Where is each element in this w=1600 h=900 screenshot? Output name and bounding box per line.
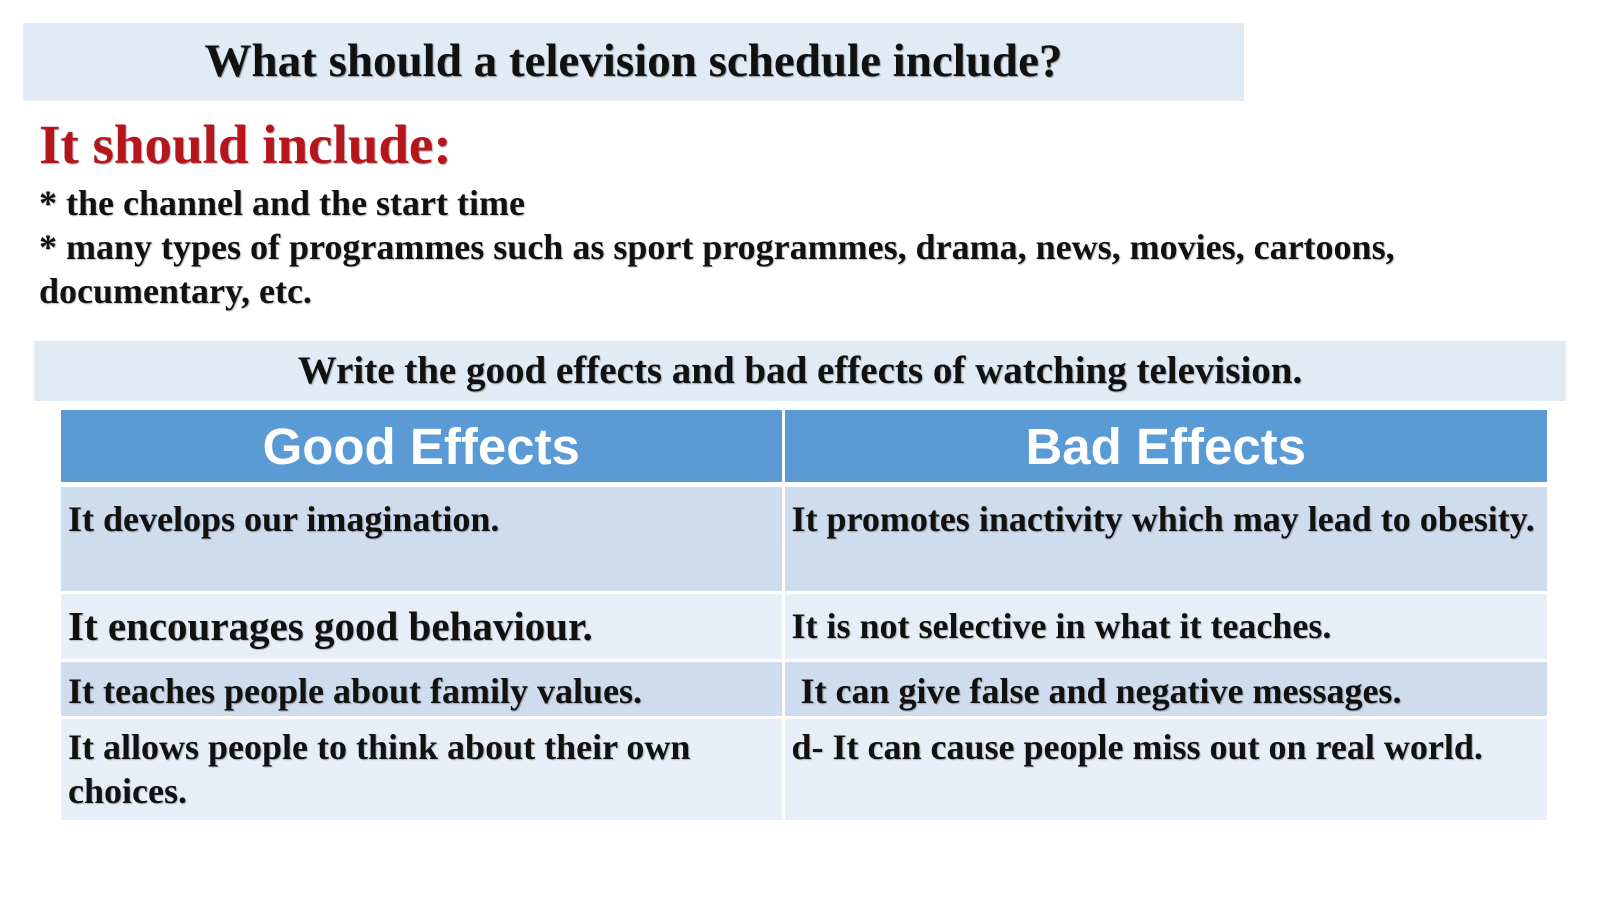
bad-effect-cell: d- It can cause people miss out on real …	[783, 717, 1547, 823]
good-effect-cell: It develops our imagination.	[61, 484, 785, 594]
table-row: It develops our imagination. It promotes…	[61, 484, 1547, 594]
question-title: What should a television schedule includ…	[204, 35, 1063, 87]
bullet-list: * the channel and the start time * many …	[39, 181, 1569, 313]
bullet-item: * the channel and the start time	[39, 183, 525, 223]
bad-effect-cell: It can give false and negative messages.	[783, 660, 1547, 719]
header-bad-effects: Bad Effects	[783, 410, 1547, 487]
table-row: It allows people to think about their ow…	[61, 717, 1547, 823]
instruction-banner: Write the good effects and bad effects o…	[34, 341, 1566, 401]
bullet-item: * many types of programmes such as sport…	[39, 227, 1395, 311]
table-row: It teaches people about family values. I…	[61, 660, 1547, 719]
good-effect-cell: It allows people to think about their ow…	[61, 717, 785, 823]
question-banner: What should a television schedule includ…	[23, 23, 1244, 101]
header-good-effects: Good Effects	[61, 410, 785, 487]
table-row: It encourages good behaviour. It is not …	[61, 592, 1547, 662]
bad-effect-cell: It promotes inactivity which may lead to…	[783, 484, 1547, 594]
good-effect-cell: It teaches people about family values.	[61, 660, 785, 719]
table-header-row: Good Effects Bad Effects	[61, 410, 1547, 487]
bad-effect-cell: It is not selective in what it teaches.	[783, 592, 1547, 662]
instruction-text: Write the good effects and bad effects o…	[297, 349, 1303, 392]
effects-table: Good Effects Bad Effects It develops our…	[61, 410, 1547, 823]
good-effect-cell: It encourages good behaviour.	[61, 592, 785, 662]
include-heading: It should include:	[39, 114, 452, 175]
